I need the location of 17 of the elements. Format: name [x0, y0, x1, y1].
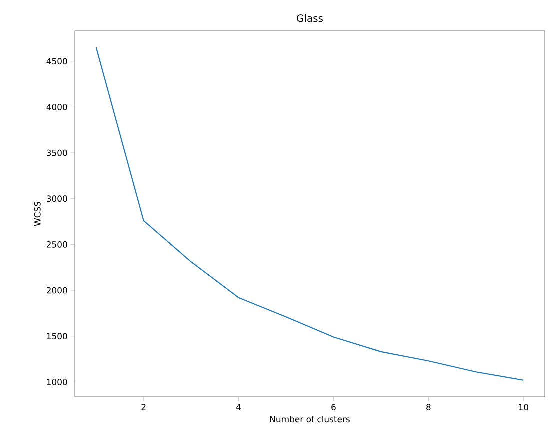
y-axis-title: WCSS [34, 202, 41, 226]
x-tick-label: 8 [426, 404, 431, 411]
x-tick-label: 4 [236, 404, 241, 410]
chart-title: Glass [297, 14, 323, 22]
line-series [96, 47, 524, 381]
x-tick-label: 10 [519, 404, 528, 411]
y-tick-label: 2500 [46, 242, 68, 248]
y-tick-label: 2000 [46, 287, 68, 294]
y-tick-label: 4000 [46, 104, 68, 110]
x-tick-label: 6 [332, 404, 336, 411]
x-axis-title: Number of clusters [270, 416, 350, 423]
y-tick-label: 4500 [46, 58, 68, 65]
y-tick-label: 3000 [46, 196, 68, 202]
y-tick-label: 1000 [47, 378, 68, 386]
y-tick-label: 1500 [47, 333, 68, 340]
y-tick-label: 3500 [46, 150, 68, 156]
x-tick-label: 2 [142, 404, 146, 410]
